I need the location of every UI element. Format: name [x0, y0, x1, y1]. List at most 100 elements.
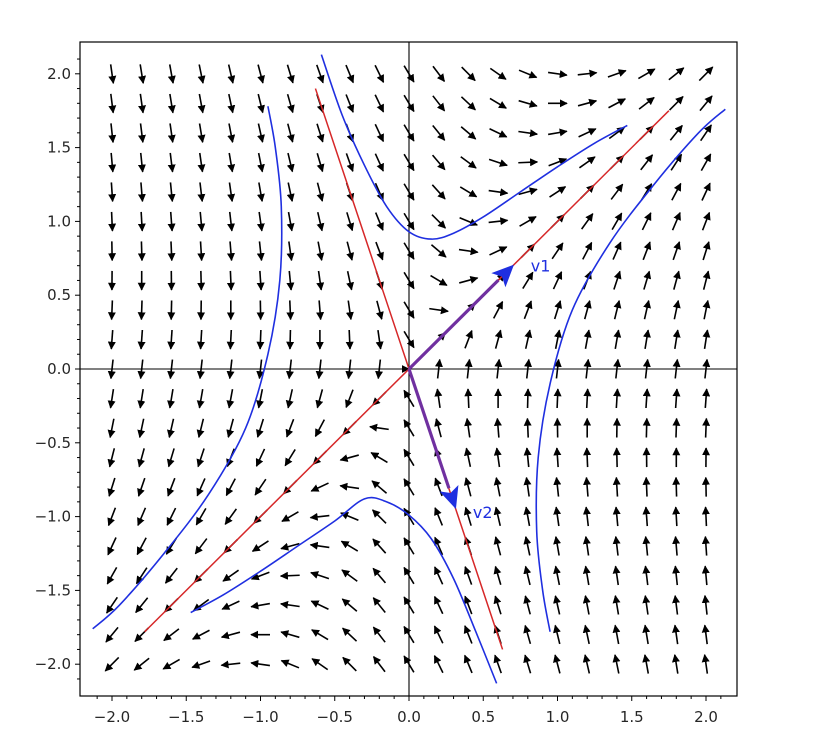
- field-arrow: [518, 129, 538, 138]
- field-arrow: [167, 182, 176, 203]
- field-arrow: [250, 571, 270, 581]
- trajectory-lower-right: [190, 496, 498, 684]
- field-arrow: [256, 389, 264, 409]
- field-arrow: [257, 152, 265, 173]
- field-arrow: [374, 94, 385, 113]
- field-arrow: [552, 271, 563, 290]
- field-arrow: [227, 182, 236, 203]
- eigenvector-arrows: v1 v2: [407, 257, 551, 522]
- field-arrow: [137, 182, 146, 203]
- field-arrow: [493, 506, 502, 527]
- field-arrow: [642, 594, 651, 615]
- field-arrow: [191, 629, 210, 640]
- field-arrow: [583, 447, 592, 468]
- field-arrow: [551, 242, 564, 260]
- y-tick-label: 0.0: [47, 360, 71, 378]
- field-arrow: [459, 275, 479, 284]
- field-arrow: [197, 64, 206, 84]
- field-arrow: [493, 447, 502, 468]
- field-arrow: [286, 182, 295, 202]
- field-arrow: [701, 211, 711, 231]
- plot-area: v1 v2: [80, 42, 737, 696]
- field-arrow: [463, 506, 472, 526]
- field-arrow: [107, 300, 116, 321]
- field-arrow: [489, 67, 507, 80]
- field-arrow: [548, 157, 568, 167]
- field-arrow: [464, 417, 473, 438]
- field-arrow: [612, 506, 621, 527]
- field-arrow: [612, 624, 621, 645]
- field-arrow: [345, 153, 355, 173]
- field-arrow: [671, 654, 680, 674]
- field-arrow: [553, 447, 562, 468]
- field-arrow: [222, 569, 240, 582]
- field-arrow: [316, 300, 325, 321]
- field-arrow: [523, 417, 532, 438]
- field-arrow: [280, 600, 300, 609]
- field-arrow: [138, 64, 147, 84]
- field-arrow: [256, 211, 265, 232]
- field-arrow: [489, 246, 508, 256]
- field-arrow: [671, 182, 682, 201]
- field-arrow: [341, 598, 358, 612]
- eigenvector-v2-shaft: [407, 368, 451, 489]
- field-arrow: [167, 329, 176, 350]
- field-arrow: [310, 482, 329, 492]
- field-arrow: [227, 93, 236, 114]
- field-arrow: [372, 538, 387, 554]
- field-arrow: [701, 506, 710, 527]
- field-arrow: [316, 123, 325, 143]
- field-arrow: [613, 270, 622, 290]
- trajectory-upper-left: [320, 54, 628, 240]
- field-arrow: [286, 211, 295, 232]
- field-arrow: [547, 70, 568, 79]
- field-arrow: [638, 96, 655, 110]
- field-arrow: [578, 156, 596, 169]
- field-arrow: [519, 215, 537, 227]
- y-tick-label: 0.5: [47, 286, 71, 304]
- field-arrow: [582, 624, 591, 645]
- field-arrow: [459, 186, 478, 198]
- field-arrow: [197, 182, 206, 203]
- field-arrow: [489, 127, 508, 138]
- field-arrow: [698, 66, 714, 82]
- field-arrow: [137, 477, 146, 497]
- field-arrow: [549, 186, 567, 198]
- eigenvector-v2-head: [439, 485, 459, 510]
- field-arrow: [582, 535, 591, 556]
- field-arrow: [699, 95, 713, 112]
- y-tick-label: 2.0: [47, 65, 71, 83]
- field-arrow: [518, 158, 539, 167]
- field-arrow: [137, 389, 146, 409]
- field-arrow: [463, 477, 472, 497]
- field-arrow: [701, 594, 710, 615]
- field-arrow: [135, 597, 149, 614]
- field-arrow: [672, 299, 681, 320]
- field-arrow: [107, 418, 116, 439]
- field-arrow: [314, 419, 326, 438]
- field-arrow: [553, 476, 562, 497]
- field-arrow: [523, 476, 532, 497]
- field-arrow: [226, 389, 235, 409]
- field-arrow: [372, 509, 387, 524]
- field-arrow: [108, 182, 117, 203]
- field-arrow: [108, 152, 117, 173]
- field-arrow: [583, 329, 592, 349]
- eigenvector-label-v1: v1: [531, 257, 551, 276]
- field-arrow: [167, 211, 176, 232]
- field-arrow: [221, 600, 240, 610]
- field-arrow: [613, 329, 622, 349]
- field-arrow: [702, 329, 711, 349]
- field-arrow: [553, 506, 562, 527]
- field-arrow: [374, 64, 385, 84]
- field-arrow: [136, 537, 147, 556]
- field-arrow: [345, 300, 354, 321]
- field-arrow: [702, 417, 711, 438]
- field-arrow: [164, 567, 178, 584]
- field-arrow: [464, 447, 472, 468]
- eigenline-v1: [144, 110, 670, 633]
- field-arrow: [523, 595, 532, 615]
- field-arrow: [280, 659, 300, 669]
- field-arrow: [701, 535, 710, 556]
- field-arrow: [608, 98, 627, 109]
